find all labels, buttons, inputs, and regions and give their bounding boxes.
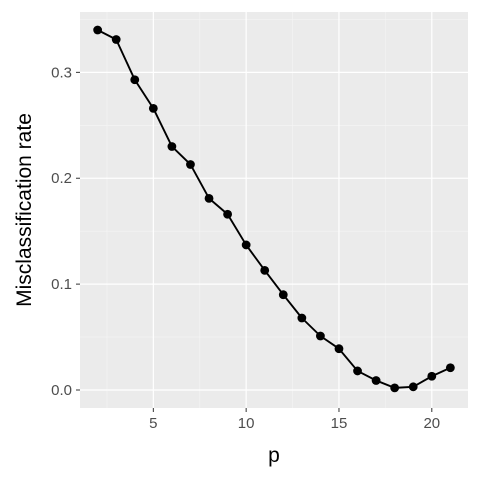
data-point [316, 331, 325, 341]
data-point [223, 209, 232, 219]
series-layer [93, 25, 455, 393]
y-tick-label: 0.2 [51, 170, 72, 187]
x-tick-label: 15 [331, 415, 348, 432]
data-point [93, 25, 103, 35]
data-point [186, 160, 195, 169]
minor-gridlines [80, 12, 468, 408]
data-point [427, 371, 437, 381]
data-point [260, 265, 270, 275]
y-axis: 0.0 0.1 0.2 0.3 [51, 64, 80, 399]
data-point [278, 290, 288, 300]
data-point [241, 240, 251, 250]
x-tick-label: 5 [149, 415, 157, 432]
data-point [148, 103, 158, 113]
plot-panel [80, 12, 468, 408]
y-tick-label: 0.0 [51, 382, 72, 399]
data-point [408, 382, 418, 392]
data-point [204, 193, 214, 203]
data-point [130, 75, 140, 85]
data-point [297, 313, 307, 323]
data-point [334, 344, 344, 354]
data-point [390, 383, 400, 393]
x-axis: 5 10 15 20 [149, 408, 440, 432]
data-point [111, 35, 121, 44]
y-tick-label: 0.3 [51, 64, 72, 81]
data-point [353, 366, 362, 376]
x-axis-title: p [268, 444, 280, 467]
x-tick-label: 20 [423, 415, 440, 432]
y-axis-title: Misclassification rate [13, 113, 36, 307]
x-tick-label: 10 [238, 415, 255, 432]
y-tick-label: 0.1 [51, 276, 72, 293]
data-point [167, 142, 177, 151]
data-point [371, 376, 381, 385]
major-gridlines [80, 12, 468, 408]
data-point [445, 363, 455, 373]
